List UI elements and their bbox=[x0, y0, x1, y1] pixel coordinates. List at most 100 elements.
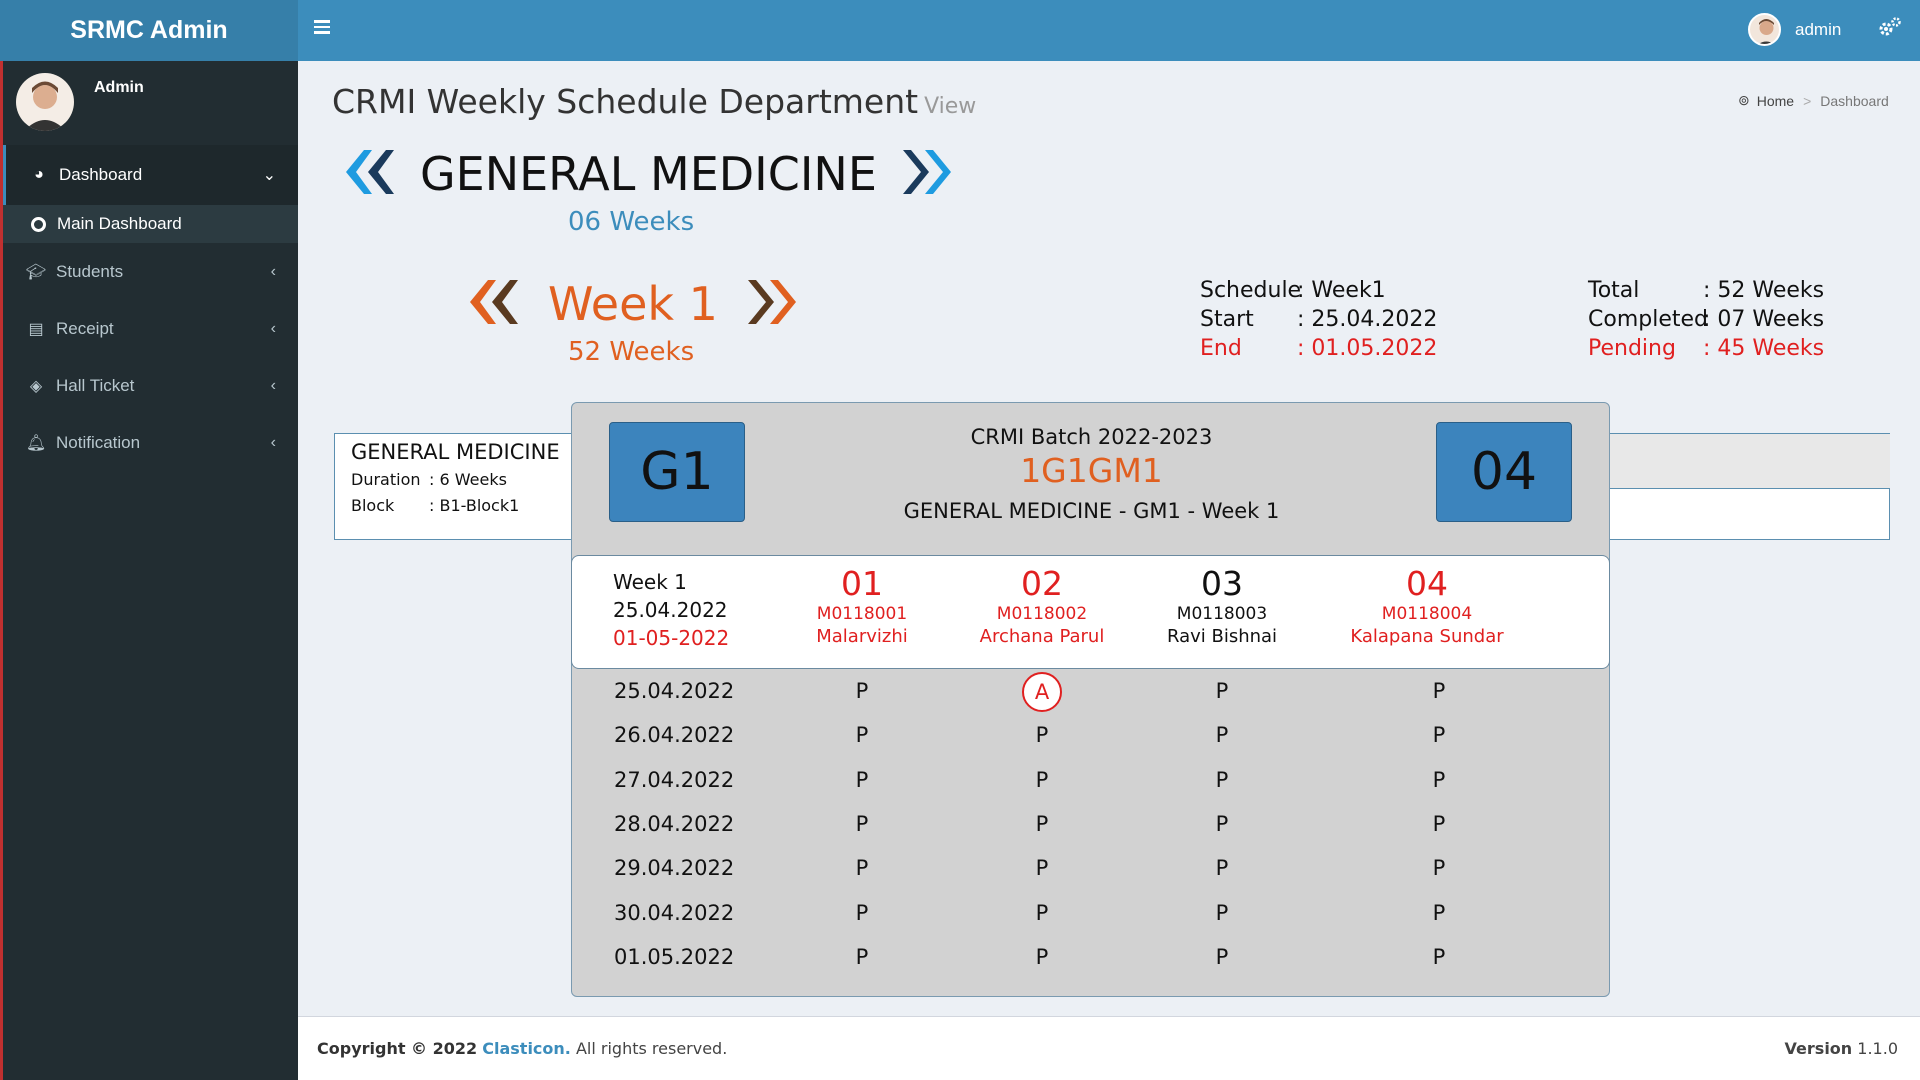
department-card-title: GENERAL MEDICINE bbox=[351, 440, 560, 464]
attendance-mark[interactable]: P bbox=[1035, 811, 1049, 836]
attendance-mark[interactable]: P bbox=[855, 900, 869, 925]
graduation-cap-icon: 🎓︎ bbox=[25, 263, 47, 281]
schedule-info: Schedule: Week1 Start : 25.04.2022 End : 0… bbox=[1200, 276, 1460, 363]
attendance-row: 26.04.2022 P P P P bbox=[572, 715, 1611, 759]
attendance-mark[interactable]: P bbox=[855, 679, 869, 703]
batch-title: CRMI Batch 2022-2023 bbox=[970, 425, 1213, 449]
attendance-mark[interactable]: P bbox=[1432, 811, 1446, 836]
start-value: : 25.04.2022 bbox=[1297, 307, 1438, 332]
attendance-mark[interactable]: P bbox=[1215, 679, 1229, 703]
end-value: : 01.05.2022 bbox=[1297, 336, 1438, 361]
attendance-row: 28.04.2022 P P P P bbox=[572, 804, 1611, 848]
attendance-mark[interactable]: P bbox=[855, 811, 869, 836]
attendance-mark[interactable]: P bbox=[1035, 856, 1049, 881]
attendance-row: 29.04.2022 P P P P bbox=[572, 848, 1611, 892]
app-logo[interactable]: SRMC Admin bbox=[0, 0, 298, 61]
circle-icon bbox=[31, 216, 46, 232]
breadcrumb-current: Dashboard bbox=[1820, 92, 1889, 109]
student-column[interactable]: 02 M0118002 Archana Parul bbox=[979, 564, 1105, 648]
student-column[interactable]: 01 M0118001 Malarvizhi bbox=[816, 564, 908, 648]
total-label: Total bbox=[1588, 278, 1640, 303]
schedule-modal: G1 04 CRMI Batch 2022-2023 1G1GM1 GENERA… bbox=[571, 402, 1610, 997]
chevron-left-icon: ‹ bbox=[270, 376, 276, 394]
start-label: Start bbox=[1200, 307, 1254, 332]
attendance-mark[interactable]: P bbox=[1215, 944, 1229, 969]
attendance-date: 29.04.2022 bbox=[614, 856, 735, 881]
end-label: End bbox=[1200, 336, 1242, 361]
attendance-mark[interactable]: P bbox=[1432, 679, 1446, 703]
batch-code: 1G1GM1 bbox=[1020, 451, 1163, 490]
attendance-mark[interactable]: P bbox=[1215, 856, 1229, 881]
pie-chart-icon: ◕ bbox=[34, 166, 44, 183]
attendance-mark[interactable]: P bbox=[855, 767, 869, 792]
week-total: 52 Weeks bbox=[568, 337, 695, 367]
next-week-icon[interactable] bbox=[744, 278, 800, 331]
sidebar-item-receipt[interactable]: ▤ Receipt ‹ bbox=[3, 300, 298, 357]
schedule-label: Schedule bbox=[1200, 278, 1302, 303]
page-title: CRMI Weekly Schedule Department View bbox=[332, 82, 977, 121]
attendance-mark[interactable]: P bbox=[855, 944, 869, 969]
attendance-mark[interactable]: P bbox=[1432, 856, 1446, 881]
attendance-row: 27.04.2022 P P P P bbox=[572, 760, 1611, 804]
attendance-mark[interactable]: P bbox=[855, 723, 869, 748]
brand-link[interactable]: Clasticon. bbox=[482, 1039, 571, 1058]
menu-toggle-icon[interactable] bbox=[314, 17, 334, 41]
prev-week-icon[interactable] bbox=[466, 278, 522, 331]
attendance-mark[interactable]: P bbox=[1432, 723, 1446, 748]
group-tile: G1 bbox=[609, 422, 745, 522]
prev-department-icon[interactable] bbox=[342, 148, 398, 201]
attendance-mark[interactable]: P bbox=[1215, 723, 1229, 748]
breadcrumb-home[interactable]: Home bbox=[1756, 92, 1795, 109]
attendance-row: 25.04.2022 P A P P bbox=[572, 671, 1611, 715]
user-menu[interactable]: admin bbox=[1748, 13, 1841, 46]
attendance-date: 27.04.2022 bbox=[614, 767, 735, 792]
sidebar-item-students[interactable]: 🎓︎ Students ‹ bbox=[3, 243, 298, 300]
attendance-row: 30.04.2022 P P P P bbox=[572, 893, 1611, 937]
sidebar-item-hall-ticket[interactable]: ◈ Hall Ticket ‹ bbox=[3, 357, 298, 414]
attendance-mark[interactable]: A bbox=[1022, 672, 1062, 712]
chevron-left-icon: ‹ bbox=[270, 319, 276, 337]
department-weeks: 06 Weeks bbox=[568, 207, 695, 237]
batch-subtitle: GENERAL MEDICINE - GM1 - Week 1 bbox=[903, 499, 1280, 523]
attendance-mark[interactable]: P bbox=[1215, 900, 1229, 925]
attendance-mark[interactable]: P bbox=[1035, 900, 1049, 925]
week-name: Week 1 bbox=[548, 277, 718, 331]
avatar bbox=[16, 73, 74, 131]
receipt-icon: ▤ bbox=[28, 320, 44, 338]
attendance-row: 01.05.2022 P P P P bbox=[572, 937, 1611, 981]
sidebar-user-panel: Admin bbox=[3, 61, 298, 141]
department-selector: GENERAL MEDICINE bbox=[342, 147, 955, 201]
sidebar-item-notification[interactable]: 🔔︎ Notification ‹ bbox=[3, 414, 298, 471]
attendance-mark[interactable]: P bbox=[1432, 900, 1446, 925]
sidebar-item-label: Hall Ticket bbox=[56, 375, 135, 395]
week-range: Week 1 25.04.2022 01-05-2022 bbox=[613, 570, 730, 650]
next-department-icon[interactable] bbox=[899, 148, 955, 201]
sidebar-item-dashboard[interactable]: ◕ Dashboard ⌄ bbox=[3, 145, 298, 205]
attendance-mark[interactable]: P bbox=[1432, 944, 1446, 969]
completed-value: : 07 Weeks bbox=[1703, 307, 1825, 332]
students-header: Week 1 25.04.2022 01-05-2022 01 M0118001… bbox=[571, 555, 1610, 669]
total-value: : 52 Weeks bbox=[1703, 278, 1825, 303]
attendance-mark[interactable]: P bbox=[1432, 767, 1446, 792]
pending-label: Pending bbox=[1588, 336, 1676, 361]
sidebar-item-main-dashboard[interactable]: Main Dashboard bbox=[3, 205, 298, 243]
duration-line: Duration: 6 Weeks bbox=[351, 470, 507, 489]
attendance-date: 25.04.2022 bbox=[614, 679, 735, 703]
sidebar: Admin ◕ Dashboard ⌄ Main Dashboard 🎓︎ St… bbox=[0, 61, 298, 1080]
attendance-mark[interactable]: P bbox=[1035, 767, 1049, 792]
sidebar-item-label: Notification bbox=[56, 432, 141, 452]
attendance-mark[interactable]: P bbox=[1035, 723, 1049, 748]
chevron-left-icon: ‹ bbox=[270, 433, 276, 451]
top-navbar: SRMC Admin admin bbox=[0, 0, 1920, 61]
schedule-value: : Week1 bbox=[1297, 278, 1386, 303]
settings-gear-icon[interactable] bbox=[1878, 16, 1902, 44]
attendance-mark[interactable]: P bbox=[1215, 767, 1229, 792]
student-column[interactable]: 04 M0118004 Kalapana Sundar bbox=[1350, 564, 1504, 648]
pending-value: : 45 Weeks bbox=[1703, 336, 1825, 361]
attendance-mark[interactable]: P bbox=[1035, 944, 1049, 969]
sidebar-item-label: Main Dashboard bbox=[57, 214, 182, 233]
attendance-mark[interactable]: P bbox=[855, 856, 869, 881]
attendance-mark[interactable]: P bbox=[1215, 811, 1229, 836]
ticket-icon: ◈ bbox=[29, 377, 43, 395]
student-column[interactable]: 03 M0118003 Ravi Bishnai bbox=[1166, 564, 1278, 648]
